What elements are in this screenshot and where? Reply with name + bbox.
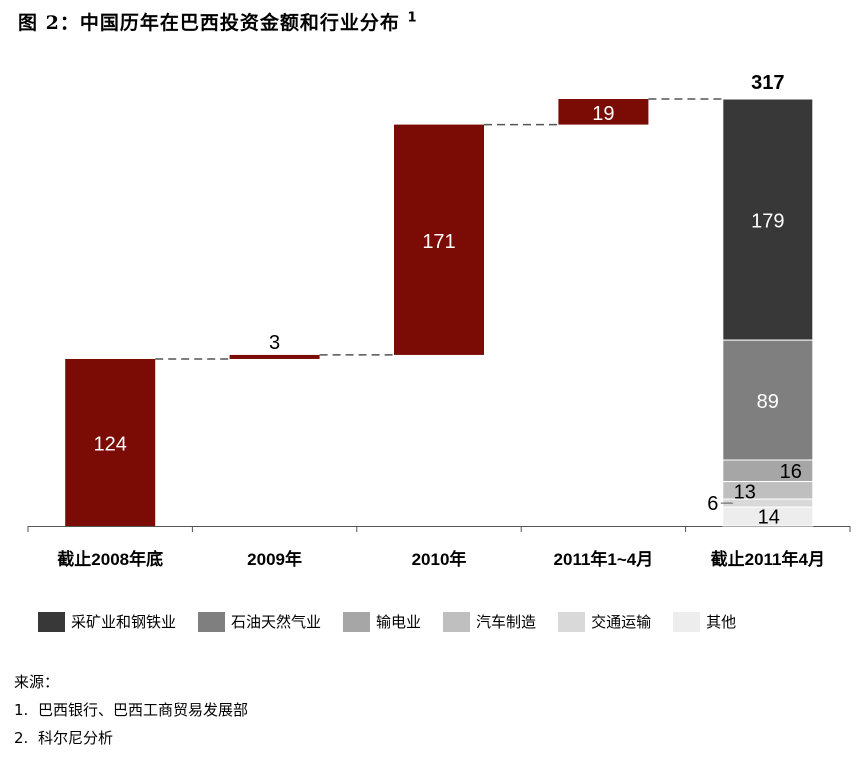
legend-swatch (443, 611, 471, 632)
source-note-text: 科尔尼分析 (38, 729, 114, 747)
total-value-label: 317 (751, 72, 784, 94)
legend-label: 输电业 (376, 613, 422, 631)
legend-swatch (558, 611, 586, 632)
legend-swatch (343, 611, 371, 632)
legend-item: 输电业 (343, 611, 421, 632)
bar-value-label: 124 (94, 433, 127, 455)
legend-label: 汽车制造 (476, 613, 537, 631)
legend-swatch (673, 611, 701, 632)
legend-swatch (38, 611, 65, 632)
waterfall-chart: 截止2008年底 2009年 2010年 2011年1~4月 截止2011年4月 124 3… (27, 72, 851, 569)
chart-legend: 采矿业和钢铁业 石油天然气业 输电业 汽车制造 交通运输 其他 (38, 611, 758, 632)
stack-segment (722, 339, 814, 461)
bar-value-label: 19 (592, 103, 614, 125)
x-tick-label: 2011年1~4月 (554, 549, 654, 569)
legend-swatch (198, 611, 226, 632)
source-label: 来源： (14, 673, 60, 691)
legend-item: 其他 (673, 611, 736, 632)
stack-value-label: 16 (780, 461, 802, 483)
stack-value-label: 179 (751, 211, 784, 233)
source-notes: 来源： 1. 巴西银行、巴西工商贸易发展部 2. 科尔尼分析 (14, 668, 248, 752)
title-footnote-mark: 1 (407, 10, 418, 26)
chart-title: 图 2：中国历年在巴西投资金额和行业分布 1 (18, 8, 418, 35)
x-tick-label: 2010年 (412, 549, 467, 569)
waterfall-bar (229, 354, 320, 359)
legend-item: 汽车制造 (443, 611, 536, 632)
stack-segment (722, 506, 814, 527)
legend-item: 石油天然气业 (198, 611, 321, 632)
stack-value-label: 13 (734, 481, 756, 503)
legend-label: 其他 (706, 613, 737, 631)
stack-segment (722, 98, 814, 341)
stack-value-label: 89 (757, 391, 779, 413)
legend-label: 采矿业和钢铁业 (71, 613, 177, 631)
source-note-number: 1. (14, 701, 29, 719)
bar-value-label: 171 (422, 231, 455, 253)
waterfall-bar (394, 124, 484, 355)
waterfall-bar (65, 358, 156, 526)
source-note-2: 2. 科尔尼分析 (14, 724, 248, 752)
source-note-1: 1. 巴西银行、巴西工商贸易发展部 (14, 696, 248, 724)
stack-value-label: 14 (758, 507, 780, 529)
stack-value-label: 6 (707, 493, 718, 515)
bar-value-label: 3 (269, 332, 280, 354)
chart-title-text: 图 2：中国历年在巴西投资金额和行业分布 (18, 12, 400, 34)
legend-item: 交通运输 (558, 611, 651, 632)
source-note-number: 2. (14, 729, 29, 747)
x-tick-label: 截止2011年4月 (711, 549, 825, 569)
x-tick-label: 截止2008年底 (57, 549, 163, 569)
legend-label: 交通运输 (591, 613, 652, 631)
source-note-text: 巴西银行、巴西工商贸易发展部 (38, 701, 249, 719)
waterfall-bar (558, 99, 649, 125)
legend-item: 采矿业和钢铁业 (38, 611, 176, 632)
legend-label: 石油天然气业 (231, 613, 322, 631)
x-tick-label: 2009年 (247, 549, 302, 569)
